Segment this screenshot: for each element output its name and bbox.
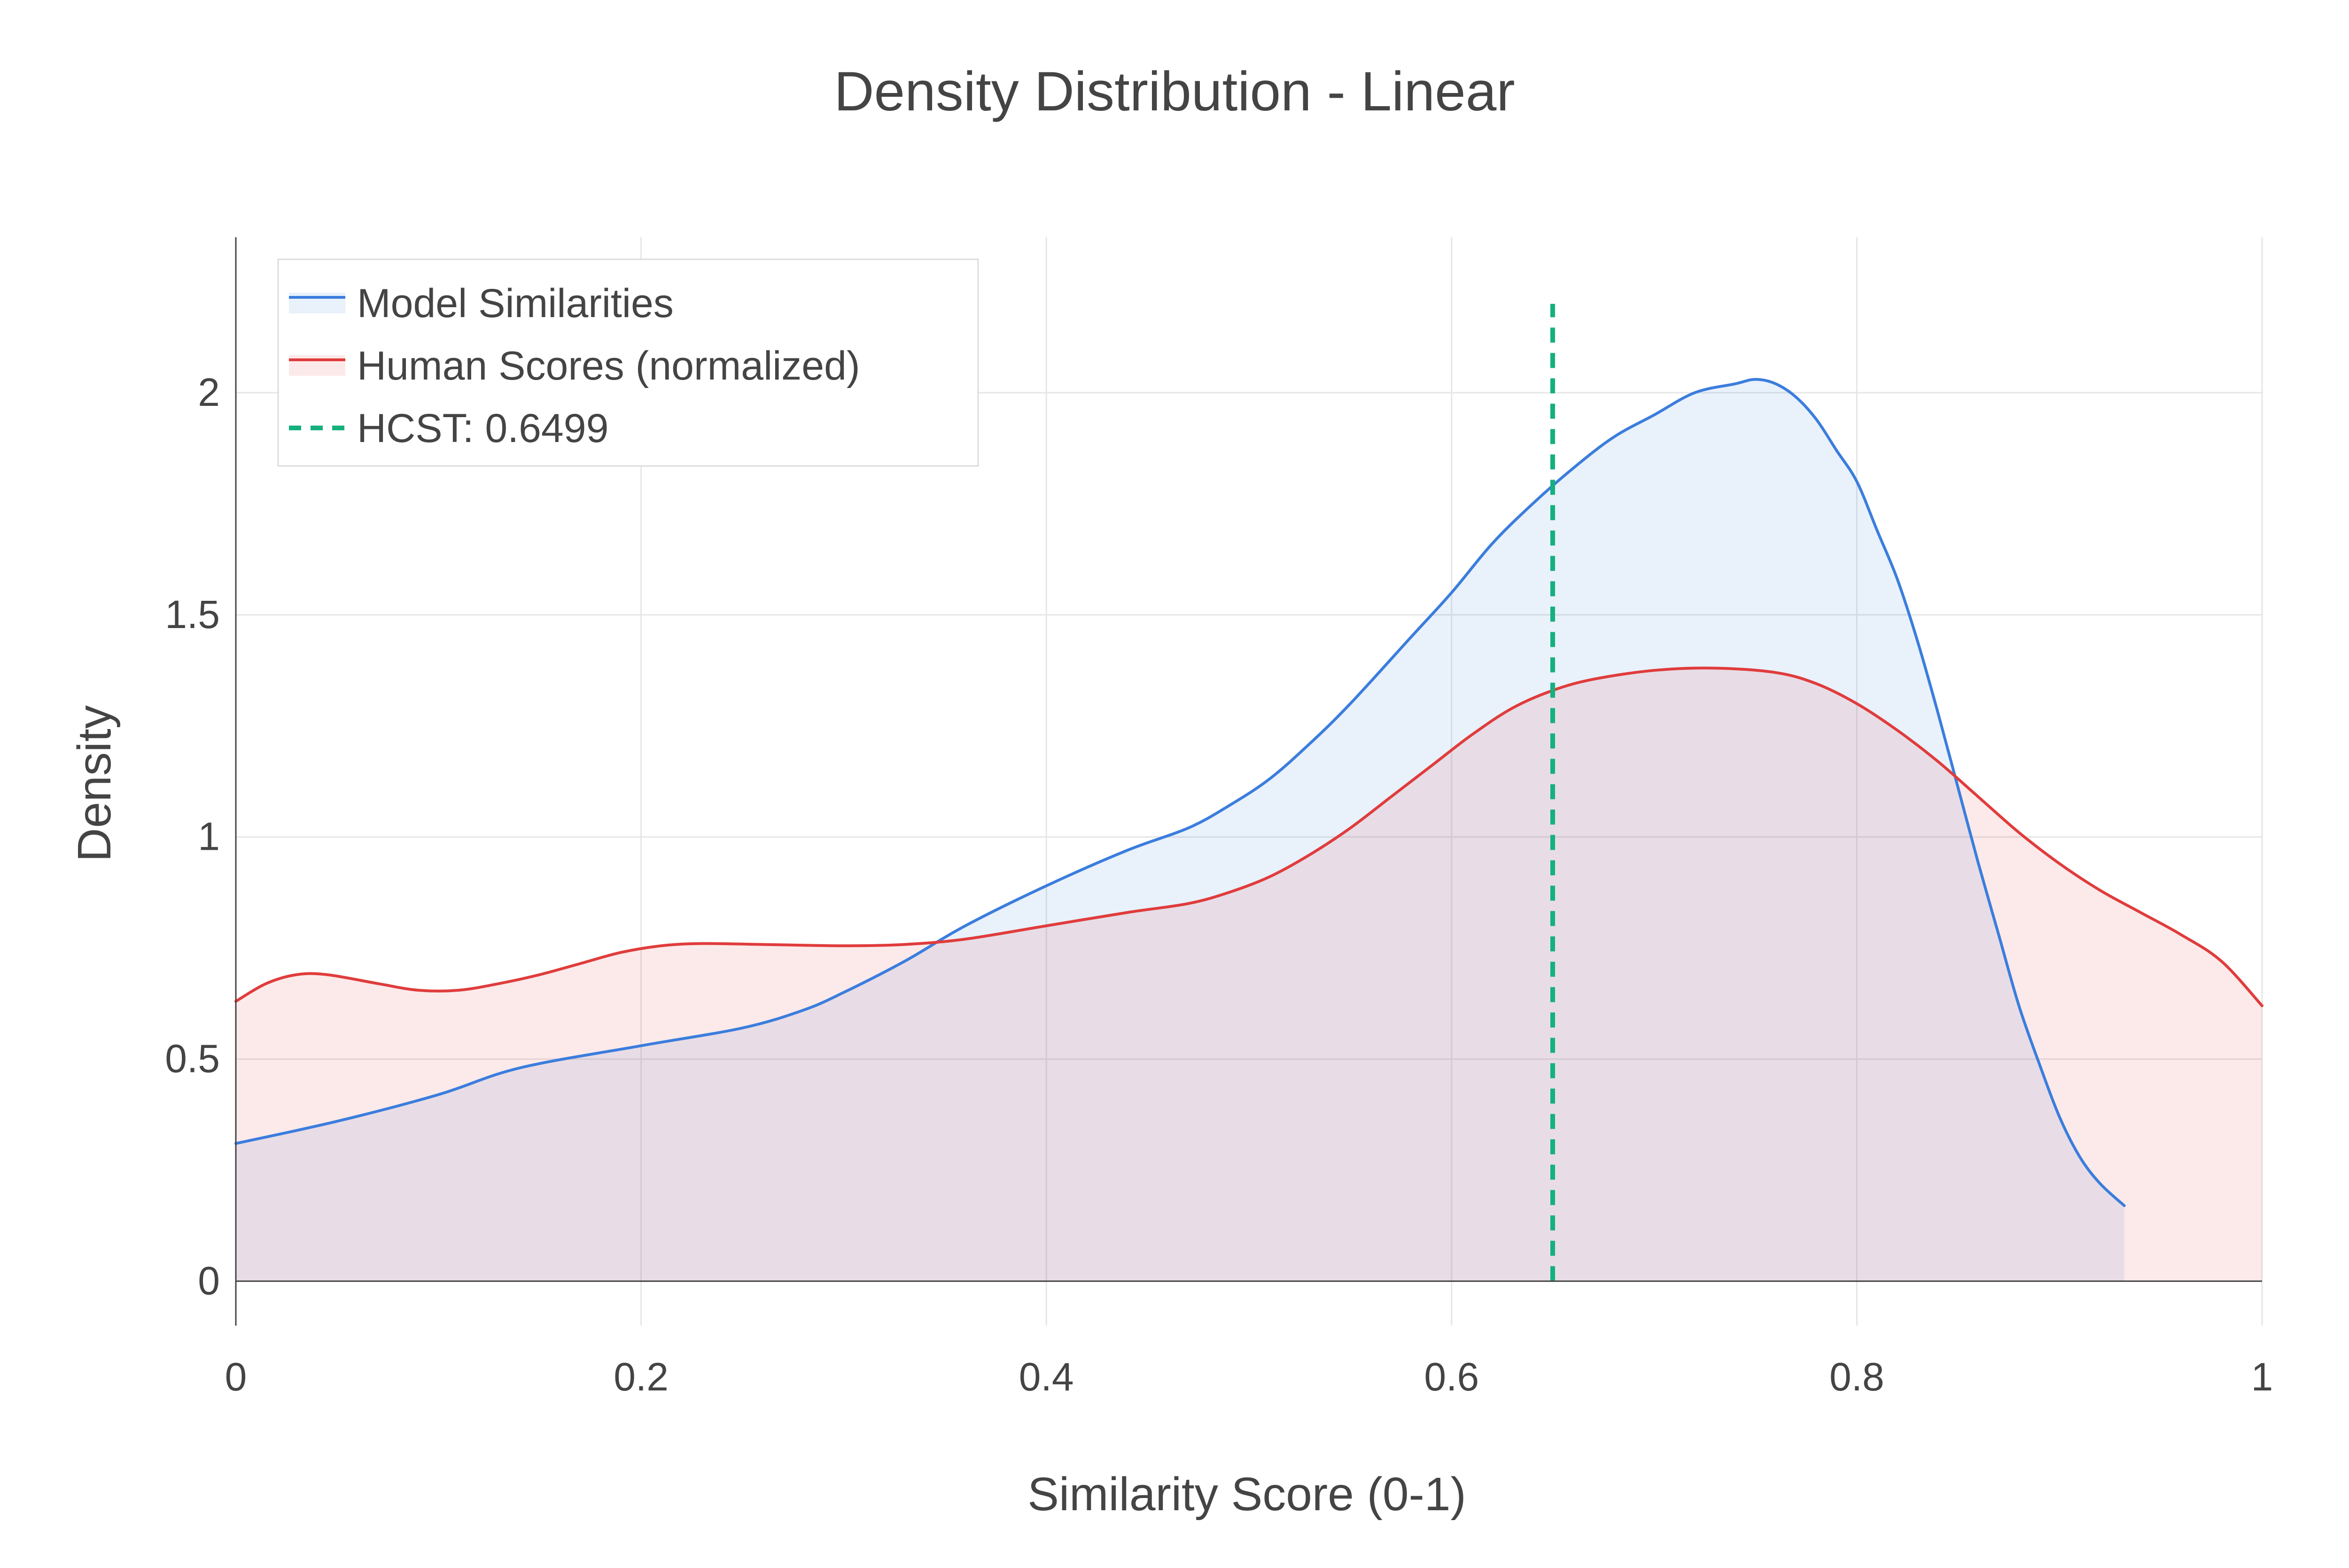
label-layer: Density Distribution - Linear Similarity…: [68, 61, 1515, 1521]
series-fill-1: [236, 668, 2262, 1281]
legend-label: Model Similarities: [357, 281, 674, 326]
legend-swatch-fill: [289, 293, 345, 313]
x-tick-label: 0: [225, 1355, 247, 1399]
x-tick-label: 0.8: [1829, 1355, 1884, 1399]
legend-label: HCST: 0.6499: [357, 406, 608, 451]
series-fill-0: [236, 379, 2124, 1281]
y-tick-label: 1: [198, 815, 220, 859]
legend: Model Similarities Human Scores (normaliz…: [277, 258, 979, 467]
y-tick-label: 0: [198, 1258, 220, 1303]
series-layer: [234, 303, 2263, 1281]
y-tick-label: 0.5: [165, 1037, 220, 1081]
y-axis-label: Density: [68, 705, 121, 862]
x-tick-label: 0.2: [614, 1355, 669, 1399]
chart-title: Density Distribution - Linear: [834, 61, 1515, 123]
x-axis-label: Similarity Score (0-1): [1027, 1468, 1466, 1521]
legend-label: Human Scores (normalized): [357, 343, 860, 388]
legend-box: [277, 258, 979, 467]
x-tick-label: 0.6: [1424, 1355, 1479, 1399]
series-line-1: [234, 667, 2263, 1008]
x-tick-label: 0.4: [1019, 1355, 1074, 1399]
x-tick-label: 1: [2251, 1355, 2273, 1399]
series-line-0: [234, 378, 2126, 1207]
y-tick-label: 2: [198, 370, 220, 414]
y-tick-label: 1.5: [165, 592, 220, 637]
legend-swatch-fill: [289, 355, 345, 376]
grid-layer: [236, 237, 2263, 1326]
axis-layer: 0 0.2 0.4 0.6 0.8 1 0 0.5 1 1.5 2: [165, 237, 2273, 1399]
